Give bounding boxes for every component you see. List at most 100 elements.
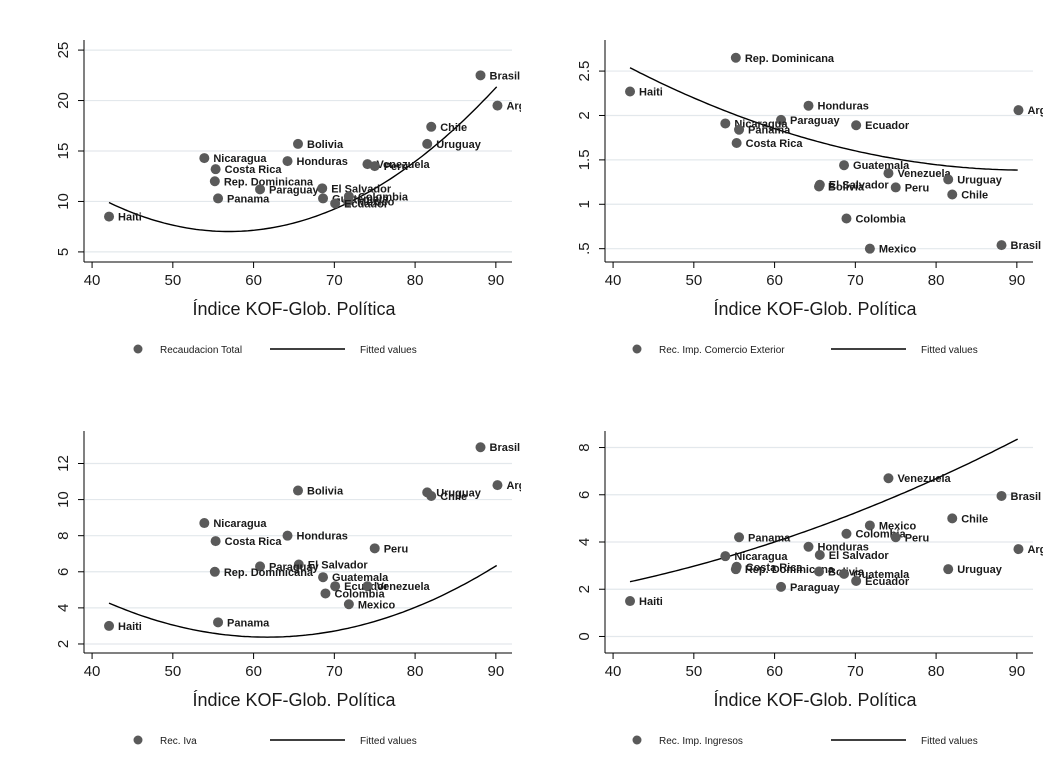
y-tick-label-3: 2: [576, 111, 593, 119]
legend-label-series: Rec. Iva: [160, 736, 197, 747]
point-panama: [734, 124, 745, 135]
point-label-el-salvador: El Salvador: [308, 560, 369, 572]
point-label-rep-dominicana: Rep. Dominicana: [224, 176, 314, 188]
point-label-costa-rica: Costa Rica: [225, 164, 283, 176]
point-label-rep-dominicana: Rep. Dominicana: [224, 567, 314, 579]
point-mexico: [864, 520, 875, 531]
x-tick-label-3: 70: [847, 272, 864, 289]
point-label-peru: Peru: [384, 161, 408, 173]
x-tick-label-1: 50: [164, 663, 181, 680]
point-panama: [213, 617, 224, 628]
point-haiti: [104, 620, 115, 631]
point-label-bolivia: Bolivia: [828, 182, 865, 194]
legend: Recaudacion Total Fitted values: [133, 344, 417, 356]
point-label-venezuela: Venezuela: [376, 159, 430, 171]
point-peru: [890, 182, 901, 193]
chart-panel-comercio-exterior: .5 1 1.5 2 2.5 40 50 60 70 80 90 Índice KOF-Glob. P…: [521, 0, 1043, 391]
x-tick-label-0: 40: [605, 272, 622, 289]
point-honduras: [282, 530, 293, 541]
point-haiti: [625, 86, 636, 97]
point-rep-dominicana: [209, 176, 220, 187]
point-chile: [426, 121, 437, 132]
y-tick-label-3: 20: [55, 92, 72, 109]
point-argentina: [1013, 105, 1024, 116]
x-tick-label-1: 50: [685, 272, 702, 289]
x-tick-label-4: 80: [928, 272, 945, 289]
x-tick-label-2: 60: [245, 663, 262, 680]
point-label-colombia: Colombia: [334, 588, 385, 600]
point-mexico: [864, 243, 875, 254]
point-uruguay: [422, 138, 433, 149]
point-ecuador: [851, 575, 862, 586]
point-argentina: [492, 480, 503, 491]
point-costa-rica: [731, 138, 742, 149]
point-brasil: [996, 490, 1007, 501]
x-tick-label-1: 50: [164, 272, 181, 289]
point-uruguay: [943, 564, 954, 575]
y-tick-label-3: 8: [55, 532, 72, 540]
x-tick-label-0: 40: [84, 663, 101, 680]
x-axis-title: Índice KOF-Glob. Política: [713, 690, 917, 710]
x-tick-label-3: 70: [847, 663, 864, 680]
x-tick-label-0: 40: [84, 272, 101, 289]
point-label-colombia: Colombia: [855, 213, 906, 225]
point-label-costa-rica: Costa Rica: [746, 138, 804, 150]
plot-area: Rep. Dominicana Haiti Honduras Argent Paragu…: [625, 52, 1043, 256]
point-guatemala: [839, 568, 850, 579]
point-colombia: [841, 528, 852, 539]
legend-label-fitted: Fitted values: [921, 345, 978, 356]
legend: Rec. Iva Fitted values: [133, 735, 417, 747]
point-label-ecuador: Ecuador: [865, 576, 910, 588]
y-tick-label-2: 1.5: [576, 149, 593, 170]
y-tick-label-1: 1: [576, 200, 593, 208]
point-brasil: [475, 442, 486, 453]
point-peru: [369, 543, 380, 554]
point-haiti: [104, 211, 115, 222]
x-tick-label-4: 80: [407, 663, 424, 680]
point-guatemala: [839, 160, 850, 171]
point-colombia: [320, 588, 331, 599]
point-label-brasil: Brasil: [490, 70, 521, 82]
point-panama: [213, 193, 224, 204]
point-label-brasil: Brasil: [1011, 240, 1042, 252]
point-panama: [734, 532, 745, 543]
point-label-haiti: Haiti: [118, 621, 142, 633]
point-argentina: [1013, 544, 1024, 555]
point-haiti: [625, 596, 636, 607]
point-label-haiti: Haiti: [118, 212, 142, 224]
point-paraguay: [255, 561, 266, 572]
point-ecuador: [330, 581, 341, 592]
point-label-panama: Panama: [748, 125, 791, 137]
point-bolivia: [814, 181, 824, 192]
point-guatemala: [318, 193, 329, 204]
y-tick-label-4: 2.5: [576, 61, 593, 82]
legend-marker-series: [133, 344, 143, 354]
point-mexico: [343, 196, 354, 207]
y-tick-label-2: 15: [55, 143, 72, 160]
point-mexico: [343, 599, 354, 610]
point-label-bolivia: Bolivia: [307, 139, 344, 151]
fitted-values-line: [108, 564, 498, 638]
chart-ingresos: 0 2 4 6 8 40 50 60 70 80 90 Índice KOF-Glob. Políti…: [576, 431, 1043, 747]
point-label-haiti: Haiti: [639, 596, 663, 608]
point-label-nicaragua: Nicaragua: [213, 153, 267, 165]
legend: Rec. Imp. Ingresos Fitted values: [632, 735, 978, 747]
point-label-mexico: Mexico: [879, 244, 917, 256]
point-nicaragua: [199, 153, 210, 164]
point-venezuela: [362, 581, 373, 592]
x-tick-label-0: 40: [605, 663, 622, 680]
x-axis-title: Índice KOF-Glob. Política: [192, 690, 396, 710]
y-tick-label-4: 10: [55, 491, 72, 508]
point-label-honduras: Honduras: [297, 156, 348, 168]
point-label-honduras: Honduras: [818, 542, 869, 554]
point-bolivia: [293, 485, 303, 496]
point-colombia: [841, 213, 852, 224]
point-label-honduras: Honduras: [297, 531, 348, 543]
y-tick-label-2: 6: [55, 568, 72, 576]
legend-label-series: Rec. Imp. Comercio Exterior: [659, 345, 785, 356]
point-honduras: [282, 156, 293, 167]
point-label-mexico: Mexico: [879, 520, 917, 532]
point-label-panama: Panama: [227, 193, 270, 205]
point-uruguay: [943, 174, 954, 185]
